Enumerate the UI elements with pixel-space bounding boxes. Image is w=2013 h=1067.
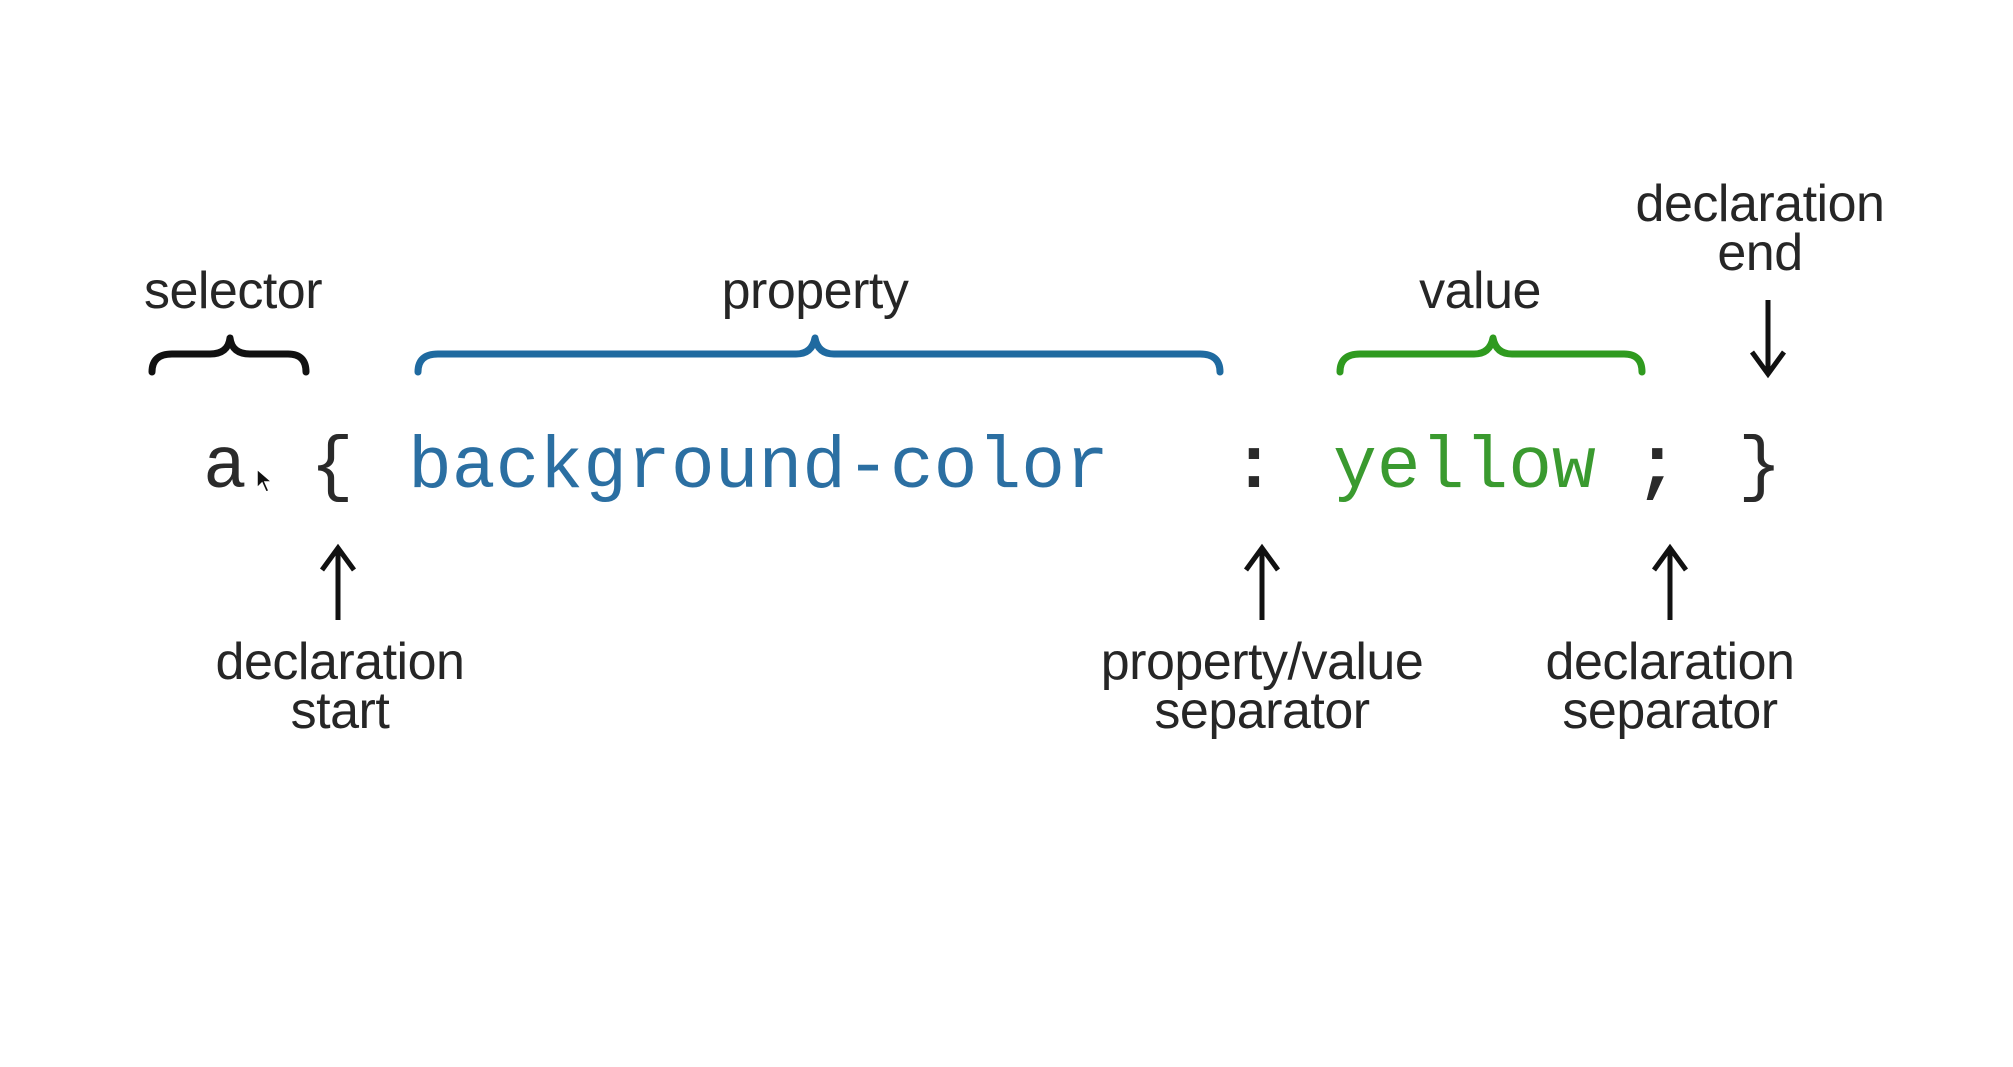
declaration-separator-label-line1: declaration — [1545, 633, 1795, 691]
code-value: yellow — [1333, 426, 1596, 509]
code-open-brace: { — [310, 426, 354, 509]
property-brace-icon — [414, 334, 1224, 376]
declaration-end-label-line2: end — [1717, 224, 1803, 282]
property-value-separator-label-line1: property/value — [1100, 633, 1424, 691]
selector-brace-icon — [148, 334, 310, 376]
property-label: property — [721, 262, 909, 320]
property-value-separator-arrow-icon — [1243, 543, 1281, 620]
declaration-start-arrow-icon — [319, 543, 357, 620]
declaration-separator-arrow-icon — [1651, 543, 1689, 620]
value-brace-icon — [1336, 334, 1646, 376]
property-value-separator-label-line2: separator — [1154, 682, 1370, 740]
mouse-pointer-icon — [256, 468, 275, 493]
value-label: value — [1419, 262, 1541, 320]
declaration-start-label-line2: start — [290, 682, 390, 740]
selector-label: selector — [143, 262, 323, 320]
declaration-start-label-line1: declaration — [215, 633, 465, 691]
code-close-brace: } — [1738, 426, 1782, 509]
declaration-end-label: declaration end — [1610, 175, 1910, 282]
declaration-end-label-line1: declaration — [1635, 175, 1885, 233]
code-colon: : — [1232, 426, 1276, 509]
code-selector: a — [203, 426, 247, 509]
declaration-separator-label: declaration separator — [1520, 633, 1820, 740]
declaration-end-arrow-icon — [1749, 300, 1787, 379]
code-property: background-color — [408, 426, 1109, 509]
declaration-start-label: declaration start — [190, 633, 490, 740]
property-value-separator-label: property/value separator — [1062, 633, 1462, 740]
declaration-separator-label-line2: separator — [1562, 682, 1778, 740]
code-semicolon: ; — [1635, 426, 1679, 509]
